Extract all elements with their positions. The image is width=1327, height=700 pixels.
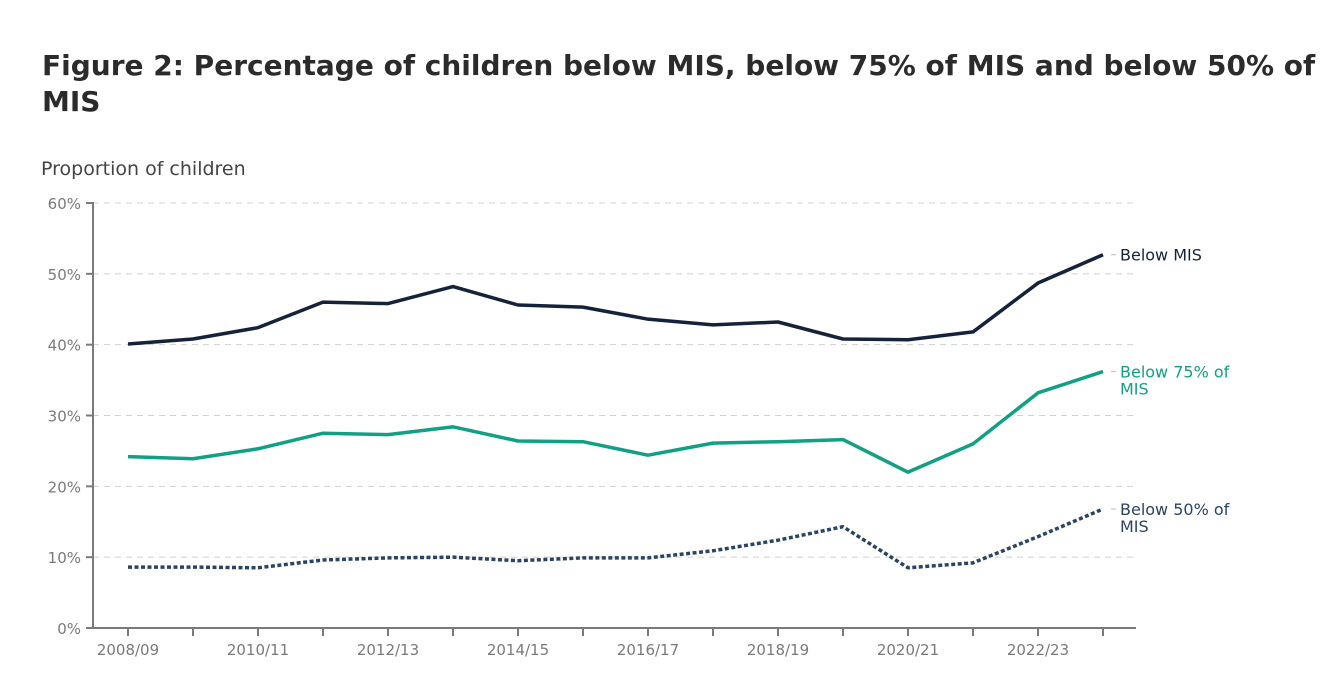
series-label-line: MIS xyxy=(1120,380,1149,399)
y-ticks: 0% 10% 20% 30% 40% 50% 60% xyxy=(48,195,93,638)
series-lines xyxy=(127,253,1104,570)
y-tick-label: 10% xyxy=(48,549,81,567)
x-ticks: 2008/09 2010/11 2012/13 2014/15 2016/17 2018/… xyxy=(97,628,1104,659)
series-line-below-mis xyxy=(127,253,1104,346)
y-axis-label: Proportion of children xyxy=(41,158,246,180)
x-tick-label: 2018/19 xyxy=(747,641,809,659)
x-tick-label: 2022/23 xyxy=(1007,641,1069,659)
series-label: Below 50% of MIS xyxy=(1120,500,1230,536)
series-label-line: Below 75% of xyxy=(1120,363,1230,382)
x-tick-label: 2010/11 xyxy=(227,641,289,659)
series-label: Below MIS xyxy=(1120,246,1202,265)
gridlines xyxy=(93,202,1136,558)
series-label-line: MIS xyxy=(1120,517,1149,536)
series-label: Below 75% of MIS xyxy=(1120,363,1230,399)
x-tick-label: 2012/13 xyxy=(357,641,419,659)
x-tick-label: 2016/17 xyxy=(617,641,679,659)
x-tick-label: 2014/15 xyxy=(487,641,549,659)
y-tick-label: 50% xyxy=(48,266,81,284)
chart-title: Figure 2: Percentage of children below M… xyxy=(42,49,1316,118)
series-label-line: Below MIS xyxy=(1120,246,1202,265)
y-tick-label: 60% xyxy=(48,195,81,213)
y-tick-label: 40% xyxy=(48,337,81,355)
series-label-line: Below 50% of xyxy=(1120,500,1230,519)
x-tick-label: 2020/21 xyxy=(877,641,939,659)
y-tick-label: 30% xyxy=(48,408,81,426)
series-line-below-75-of-mis xyxy=(127,369,1104,474)
series-line-below-50-of-mis xyxy=(128,507,1104,570)
x-tick-label: 2008/09 xyxy=(97,641,159,659)
y-tick-label: 0% xyxy=(57,620,81,638)
y-tick-label: 20% xyxy=(48,478,81,496)
